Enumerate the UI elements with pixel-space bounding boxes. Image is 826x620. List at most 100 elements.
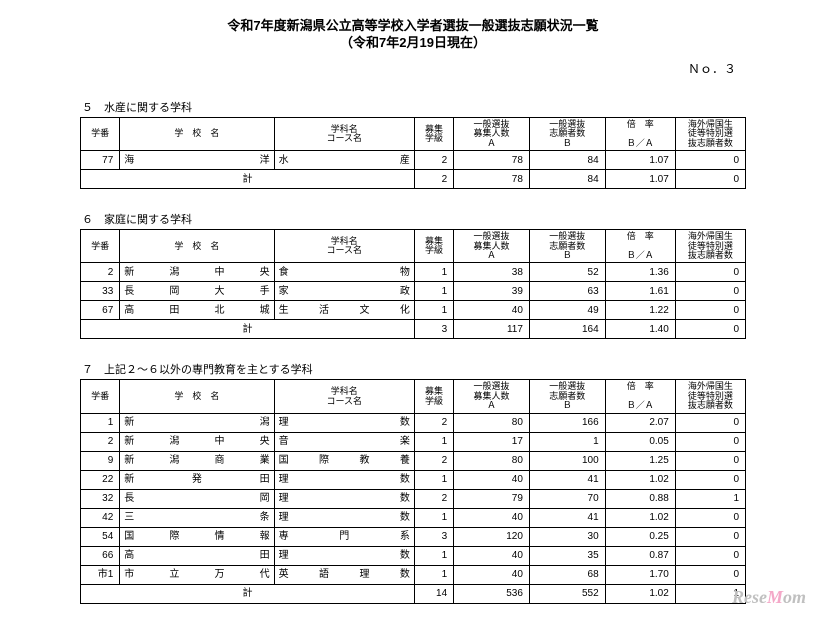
table-row: 9 新 潟 商 業 国 際 教 養 2 80 100 1.25 0 bbox=[81, 451, 746, 470]
cell-num: 33 bbox=[81, 282, 120, 301]
table-row: 54 国 際 情 報 専 門 系 3 120 30 0.25 0 bbox=[81, 527, 746, 546]
cell-school: 長 岡 bbox=[120, 489, 274, 508]
cell-b: 41 bbox=[529, 470, 605, 489]
total-row: 計 3 117 164 1.40 0 bbox=[81, 320, 746, 339]
section: ６ 家庭に関する学科 学番 学 校 名 学科名コース名 募集学級 一般選抜募集人… bbox=[80, 211, 746, 339]
cell-classes: 1 bbox=[414, 432, 453, 451]
cell-classes: 1 bbox=[414, 508, 453, 527]
column-header: 学番 bbox=[81, 117, 120, 150]
cell-num: 54 bbox=[81, 527, 120, 546]
column-header: 一般選抜募集人数Ａ bbox=[454, 117, 530, 150]
cell-school: 新 潟 bbox=[120, 413, 274, 432]
cell-a: 39 bbox=[454, 282, 530, 301]
cell-school: 新 潟 中 央 bbox=[120, 432, 274, 451]
table-row: 42 三 条 理 数 1 40 41 1.02 0 bbox=[81, 508, 746, 527]
total-a: 78 bbox=[454, 170, 530, 189]
cell-dept: 理 数 bbox=[274, 470, 414, 489]
cell-classes: 1 bbox=[414, 282, 453, 301]
cell-classes: 2 bbox=[414, 489, 453, 508]
cell-classes: 2 bbox=[414, 151, 453, 170]
section: ７ 上記２～６以外の専門教育を主とする学科 学番 学 校 名 学科名コース名 募… bbox=[80, 361, 746, 603]
cell-a: 40 bbox=[454, 301, 530, 320]
column-header: 一般選抜募集人数Ａ bbox=[454, 380, 530, 413]
cell-school: 高 田 北 城 bbox=[120, 301, 274, 320]
table-row: 市1 市 立 万 代 英 語 理 数 1 40 68 1.70 0 bbox=[81, 565, 746, 584]
cell-rate: 0.88 bbox=[605, 489, 675, 508]
cell-overseas: 1 bbox=[675, 489, 745, 508]
cell-a: 80 bbox=[454, 451, 530, 470]
cell-b: 41 bbox=[529, 508, 605, 527]
section-title: ７ 上記２～６以外の専門教育を主とする学科 bbox=[80, 361, 746, 377]
column-header: 学科名コース名 bbox=[274, 380, 414, 413]
cell-overseas: 0 bbox=[675, 527, 745, 546]
cell-overseas: 0 bbox=[675, 282, 745, 301]
cell-b: 166 bbox=[529, 413, 605, 432]
cell-rate: 1.07 bbox=[605, 151, 675, 170]
cell-rate: 0.87 bbox=[605, 546, 675, 565]
cell-a: 40 bbox=[454, 508, 530, 527]
cell-classes: 2 bbox=[414, 413, 453, 432]
table-row: 1 新 潟 理 数 2 80 166 2.07 0 bbox=[81, 413, 746, 432]
total-classes: 14 bbox=[414, 584, 453, 603]
cell-overseas: 0 bbox=[675, 432, 745, 451]
cell-num: 2 bbox=[81, 263, 120, 282]
cell-rate: 1.70 bbox=[605, 565, 675, 584]
cell-a: 40 bbox=[454, 565, 530, 584]
column-header: 学 校 名 bbox=[120, 230, 274, 263]
cell-num: 22 bbox=[81, 470, 120, 489]
total-rate: 1.07 bbox=[605, 170, 675, 189]
total-classes: 3 bbox=[414, 320, 453, 339]
column-header: 海外帰国生徒等特別選抜志願者数 bbox=[675, 380, 745, 413]
cell-num: 1 bbox=[81, 413, 120, 432]
total-row: 計 2 78 84 1.07 0 bbox=[81, 170, 746, 189]
data-table: 学番 学 校 名 学科名コース名 募集学級 一般選抜募集人数Ａ 一般選抜志願者数… bbox=[80, 229, 746, 339]
total-b: 552 bbox=[529, 584, 605, 603]
cell-b: 30 bbox=[529, 527, 605, 546]
cell-rate: 1.61 bbox=[605, 282, 675, 301]
total-label: 計 bbox=[81, 584, 415, 603]
cell-overseas: 0 bbox=[675, 565, 745, 584]
cell-overseas: 0 bbox=[675, 451, 745, 470]
section-title: ６ 家庭に関する学科 bbox=[80, 211, 746, 227]
cell-rate: 0.05 bbox=[605, 432, 675, 451]
title-line1: 令和7年度新潟県公立高等学校入学者選抜一般選抜志願状況一覧 bbox=[80, 18, 746, 35]
cell-school: 新 潟 商 業 bbox=[120, 451, 274, 470]
cell-dept: 専 門 系 bbox=[274, 527, 414, 546]
cell-dept: 水 産 bbox=[274, 151, 414, 170]
table-row: 2 新 潟 中 央 食 物 1 38 52 1.36 0 bbox=[81, 263, 746, 282]
column-header: 倍 率Ｂ／Ａ bbox=[605, 230, 675, 263]
cell-rate: 1.02 bbox=[605, 508, 675, 527]
cell-dept: 理 数 bbox=[274, 508, 414, 527]
cell-a: 40 bbox=[454, 470, 530, 489]
cell-num: 2 bbox=[81, 432, 120, 451]
cell-rate: 1.22 bbox=[605, 301, 675, 320]
page-number: Ｎｏ．３ bbox=[80, 60, 746, 77]
cell-classes: 1 bbox=[414, 301, 453, 320]
cell-b: 49 bbox=[529, 301, 605, 320]
cell-overseas: 0 bbox=[675, 301, 745, 320]
column-header: 募集学級 bbox=[414, 117, 453, 150]
cell-overseas: 0 bbox=[675, 508, 745, 527]
table-row: 77 海 洋 水 産 2 78 84 1.07 0 bbox=[81, 151, 746, 170]
cell-num: 67 bbox=[81, 301, 120, 320]
cell-school: 三 条 bbox=[120, 508, 274, 527]
cell-overseas: 0 bbox=[675, 151, 745, 170]
cell-dept: 音 楽 bbox=[274, 432, 414, 451]
total-a: 536 bbox=[454, 584, 530, 603]
cell-school: 長 岡 大 手 bbox=[120, 282, 274, 301]
cell-dept: 英 語 理 数 bbox=[274, 565, 414, 584]
cell-classes: 3 bbox=[414, 527, 453, 546]
cell-dept: 理 数 bbox=[274, 413, 414, 432]
cell-a: 40 bbox=[454, 546, 530, 565]
column-header: 学番 bbox=[81, 380, 120, 413]
cell-num: 77 bbox=[81, 151, 120, 170]
cell-school: 高 田 bbox=[120, 546, 274, 565]
total-rate: 1.02 bbox=[605, 584, 675, 603]
cell-a: 38 bbox=[454, 263, 530, 282]
column-header: 学 校 名 bbox=[120, 380, 274, 413]
section-title: ５ 水産に関する学科 bbox=[80, 99, 746, 115]
cell-b: 1 bbox=[529, 432, 605, 451]
table-row: 2 新 潟 中 央 音 楽 1 17 1 0.05 0 bbox=[81, 432, 746, 451]
cell-dept: 理 数 bbox=[274, 546, 414, 565]
cell-num: 市1 bbox=[81, 565, 120, 584]
